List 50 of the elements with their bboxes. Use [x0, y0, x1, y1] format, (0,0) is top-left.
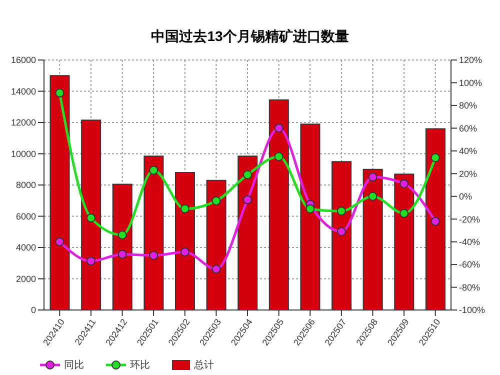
point [243, 170, 252, 180]
point [55, 237, 64, 246]
y-tick-label: 0 [30, 305, 36, 316]
y-tick-label: 16000 [10, 55, 36, 66]
point [180, 204, 190, 214]
point [243, 195, 252, 204]
point [118, 230, 127, 240]
y2-tick-label: 20% [459, 168, 478, 179]
point [212, 264, 221, 274]
y2-tick-label: -40% [459, 237, 480, 248]
point [306, 204, 315, 214]
chart-title: 中国过去13个月锡精矿进口数量 [150, 27, 350, 46]
point [430, 153, 440, 162]
point [400, 179, 409, 188]
point [336, 206, 346, 216]
point [118, 250, 127, 259]
legend-label: 环比 [130, 358, 150, 372]
point [336, 227, 346, 236]
point [368, 192, 378, 201]
legend-label: 同比 [64, 358, 84, 372]
y2-tick-label: -100% [459, 305, 486, 316]
y2-tick-label: -20% [459, 214, 480, 224]
point [180, 248, 190, 257]
y-tick-label: 6000 [16, 211, 36, 222]
y-tick-label: 4000 [16, 242, 36, 253]
y2-tick-label: -60% [459, 260, 480, 270]
y2-tick-label: 80% [459, 100, 478, 111]
legend-label: 总计 [194, 358, 214, 372]
y-tick-label: 2000 [16, 274, 36, 284]
point [149, 166, 158, 175]
point [274, 124, 284, 133]
point [400, 208, 409, 218]
point [55, 88, 64, 98]
y2-tick-label: 40% [459, 146, 478, 156]
y-tick-label: 8000 [16, 180, 36, 190]
point [212, 196, 221, 206]
y-tick-label: 10000 [10, 148, 36, 159]
point [368, 172, 378, 182]
point [274, 152, 284, 162]
point [149, 250, 158, 260]
y2-tick-label: 60% [459, 123, 478, 134]
point [86, 213, 96, 222]
y2-tick-label: 120% [459, 55, 482, 66]
y-tick-label: 12000 [10, 118, 36, 128]
y2-tick-label: 100% [459, 78, 482, 88]
y2-tick-label: -80% [459, 282, 480, 292]
y-tick-label: 14000 [10, 86, 36, 96]
y2-tick-label: 0% [459, 192, 472, 202]
point [86, 256, 96, 266]
point [430, 216, 440, 226]
